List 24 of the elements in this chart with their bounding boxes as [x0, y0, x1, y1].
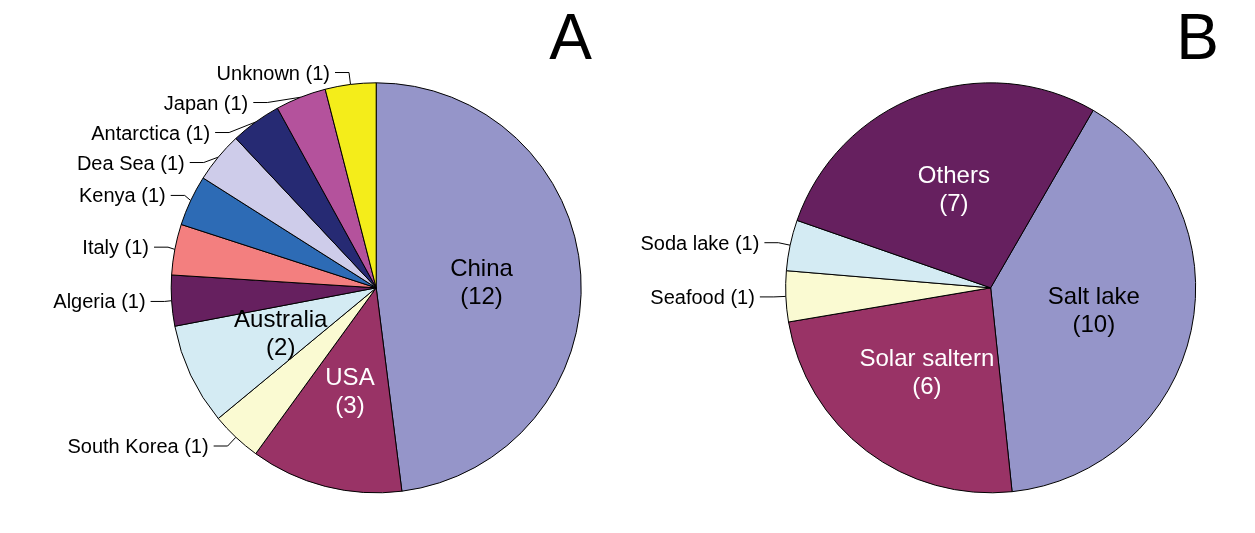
data-label: (7) [939, 189, 969, 217]
data-label: (2) [266, 333, 296, 361]
slice-label: Antarctica (1) [91, 121, 211, 144]
slice-label: Algeria (1) [53, 290, 146, 313]
chart-title: A [549, 1, 593, 73]
data-label: (12) [460, 281, 503, 309]
data-label: (6) [912, 372, 942, 400]
slice-label: China [450, 253, 514, 281]
slice-label: South Korea (1) [67, 435, 209, 458]
slice-label: Unknown (1) [216, 61, 330, 84]
slice-label: Japan (1) [163, 91, 249, 114]
data-label: (3) [335, 390, 365, 418]
slice-label: Solar saltern [859, 344, 995, 372]
slice-label: Dea Sea (1) [76, 151, 185, 174]
chart-title: B [1176, 1, 1219, 73]
data-label: (10) [1072, 310, 1116, 338]
slice-label: Seafood (1) [650, 285, 755, 308]
slice-label: Soda lake (1) [640, 231, 760, 254]
slice-label: Kenya (1) [78, 184, 166, 207]
slice-label: Italy (1) [82, 236, 150, 259]
slice-label: Australia [234, 305, 329, 333]
slice-label: Salt lake [1047, 282, 1140, 310]
slice-label: Others [917, 161, 990, 189]
slice-label: USA [325, 362, 375, 390]
